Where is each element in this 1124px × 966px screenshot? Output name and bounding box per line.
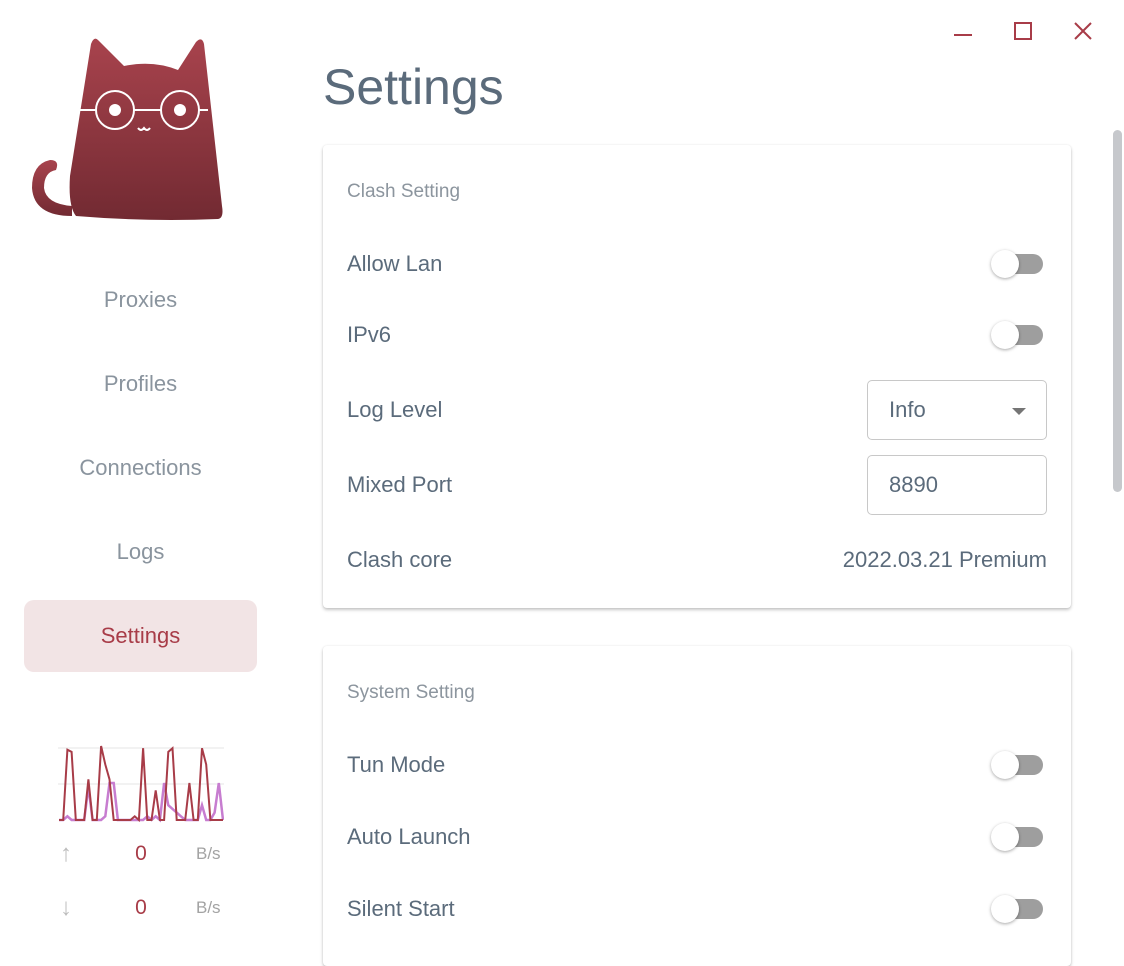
clash-setting-card: Clash Setting Allow Lan IPv6 Log Level I… — [323, 145, 1071, 608]
clash-core-label: Clash core — [347, 547, 453, 572]
allow-lan-toggle[interactable] — [989, 250, 1045, 278]
upload-value: 0 — [135, 842, 147, 865]
mixed-port-row: Mixed Port 8890 — [347, 455, 1047, 515]
nav-logs[interactable]: Logs — [24, 516, 257, 588]
caret-down-icon — [1012, 408, 1026, 415]
log-level-row: Log Level Info — [347, 380, 1047, 440]
close-button[interactable] — [1068, 16, 1098, 46]
nav-label: Profiles — [103, 371, 178, 396]
auto-launch-row: Auto Launch — [347, 809, 1047, 865]
download-speed: ↓ 0 B/s — [60, 893, 230, 923]
download-unit: B/s — [196, 898, 221, 917]
ipv6-row: IPv6 — [347, 307, 1047, 363]
system-setting-card: System Setting Tun Mode Auto Launch Sile… — [323, 646, 1071, 966]
app-logo-cat — [32, 38, 223, 220]
sidebar: Proxies Profiles Connections Logs Settin… — [0, 0, 282, 937]
nav-settings[interactable]: Settings — [24, 600, 257, 672]
card-title: Clash Setting — [347, 181, 461, 202]
ipv6-label: IPv6 — [347, 322, 392, 347]
tun-mode-row: Tun Mode — [347, 737, 1047, 793]
log-level-label: Log Level — [347, 397, 443, 422]
minimize-button[interactable] — [948, 16, 978, 46]
nav-label: Proxies — [103, 287, 178, 312]
mixed-port-label: Mixed Port — [347, 472, 453, 497]
ipv6-toggle[interactable] — [989, 321, 1045, 349]
square-icon — [1014, 22, 1032, 40]
log-level-select[interactable]: Info — [867, 380, 1047, 440]
tun-mode-toggle[interactable] — [989, 751, 1045, 779]
tun-mode-label: Tun Mode — [347, 752, 446, 777]
scrollbar[interactable] — [1113, 130, 1122, 492]
silent-start-row: Silent Start — [347, 881, 1047, 937]
upload-unit: B/s — [196, 844, 221, 863]
nav-profiles[interactable]: Profiles — [24, 348, 257, 420]
traffic-graph — [58, 745, 224, 823]
silent-start-label: Silent Start — [347, 896, 455, 921]
clash-core-row: Clash core 2022.03.21 Premium — [347, 532, 1047, 588]
minus-icon — [954, 34, 972, 36]
auto-launch-toggle[interactable] — [989, 823, 1045, 851]
log-level-value: Info — [889, 397, 926, 422]
page-title: Settings — [323, 59, 504, 115]
clash-core-version: 2022.03.21 Premium — [842, 547, 1047, 572]
upload-speed: ↑ 0 B/s — [60, 839, 230, 869]
allow-lan-label: Allow Lan — [347, 251, 443, 276]
nav-connections[interactable]: Connections — [24, 432, 257, 504]
silent-start-toggle[interactable] — [989, 895, 1045, 923]
close-icon — [1074, 22, 1092, 40]
arrow-down-icon: ↓ — [60, 894, 72, 921]
arrow-up-icon: ↑ — [60, 840, 72, 867]
nav-proxies[interactable]: Proxies — [24, 264, 257, 336]
nav-label: Logs — [116, 539, 165, 564]
download-value: 0 — [135, 896, 147, 919]
nav-label: Connections — [79, 455, 202, 480]
mixed-port-value: 8890 — [889, 472, 938, 497]
card-title: System Setting — [347, 682, 475, 703]
allow-lan-row: Allow Lan — [347, 236, 1047, 292]
download-series-line — [59, 745, 223, 823]
auto-launch-label: Auto Launch — [347, 824, 471, 849]
nav-label: Settings — [100, 623, 181, 648]
maximize-button[interactable] — [1008, 16, 1038, 46]
mixed-port-input[interactable]: 8890 — [867, 455, 1047, 515]
